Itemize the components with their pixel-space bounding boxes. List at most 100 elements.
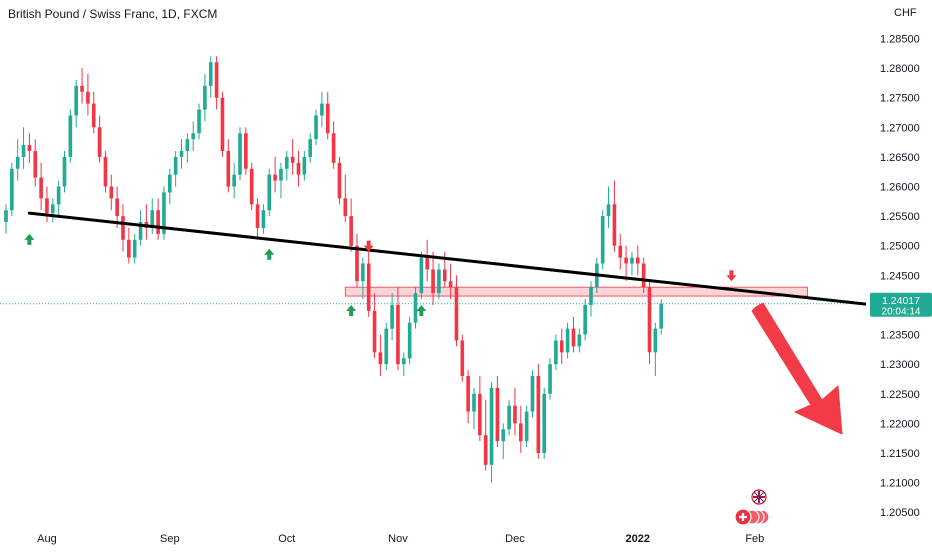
candle (56, 180, 61, 217)
arrow-up-shape (346, 304, 357, 316)
candle (507, 399, 511, 436)
candle-body (641, 263, 646, 288)
candle (214, 56, 219, 110)
candle-body (530, 376, 535, 412)
time-tick-label: 2022 (626, 533, 650, 545)
candle-body (109, 186, 114, 199)
candle (600, 210, 605, 270)
candle (466, 370, 470, 424)
candle-body (396, 304, 400, 365)
candle-body (296, 162, 301, 175)
candle-body (554, 340, 558, 365)
candle (320, 91, 324, 128)
candle (156, 198, 160, 240)
candle-body (261, 210, 266, 228)
candle (4, 204, 8, 234)
candle (460, 334, 465, 382)
candle (343, 174, 348, 223)
candle (220, 91, 225, 157)
candle (647, 281, 652, 365)
price-axis-panel (866, 0, 932, 550)
candle-body (220, 97, 225, 151)
arrow-up-shape (264, 248, 275, 260)
candle-body (606, 204, 611, 217)
price-tick-label: 1.21500 (880, 448, 920, 460)
uk-flag-saltire (753, 491, 765, 503)
zone-layer (344, 286, 808, 297)
arrow-up-shape (416, 304, 427, 316)
candle-body (343, 198, 348, 217)
candle (565, 322, 570, 359)
candle (21, 127, 26, 169)
candle-body (226, 150, 231, 187)
candle-body (583, 304, 587, 335)
candle (185, 133, 190, 163)
candle-body (91, 103, 96, 128)
candle (396, 287, 400, 371)
candle-body (653, 328, 658, 353)
candle (249, 162, 254, 211)
candle-body (4, 210, 8, 223)
candle-body (10, 168, 14, 211)
trend-layer[interactable] (27, 211, 903, 310)
candle (127, 227, 131, 264)
candle (103, 150, 108, 193)
trendline[interactable] (27, 211, 903, 310)
candle-body (483, 435, 488, 465)
candle-body (513, 405, 517, 424)
candle (361, 257, 365, 300)
candle (144, 204, 149, 240)
candle (618, 233, 623, 270)
candle (302, 150, 307, 181)
candle (518, 405, 523, 453)
candle-body (331, 133, 336, 163)
candle-layer (0, 56, 866, 483)
price-tick-label: 1.22000 (880, 418, 920, 430)
candle-body (501, 429, 506, 442)
candle-body (337, 162, 342, 199)
candle (314, 109, 318, 146)
time-tick-label: Nov (388, 533, 408, 545)
resistance-zone (344, 286, 808, 297)
arrow-up-icon (264, 248, 275, 260)
candle-body (460, 340, 465, 377)
candle (589, 281, 593, 317)
candle-body (437, 269, 441, 294)
candle-body (384, 328, 389, 365)
candle (454, 275, 459, 347)
candle (232, 162, 236, 199)
candle (366, 251, 371, 317)
price-tick-label: 1.25000 (880, 241, 920, 253)
marker-layer (24, 233, 843, 526)
candle-body (56, 186, 61, 205)
candle-body (21, 145, 26, 157)
candle-body (478, 393, 482, 436)
swiss-flag-icon (734, 508, 770, 526)
candle-body (366, 263, 371, 311)
candle (162, 186, 166, 240)
price-tick-label: 1.27000 (880, 122, 920, 134)
candle-body (571, 328, 576, 347)
time-tick-label: Oct (278, 533, 295, 545)
candle (407, 316, 412, 365)
candle-body (185, 139, 190, 151)
candle-body (191, 133, 196, 140)
candle (62, 150, 67, 193)
candle (138, 210, 143, 246)
candle (86, 74, 90, 116)
candle (612, 180, 617, 252)
candle-body (454, 287, 459, 341)
candle-body (27, 145, 32, 151)
candle-body (542, 393, 547, 453)
candle (495, 376, 500, 448)
candle (267, 168, 272, 217)
candle-body (249, 168, 254, 205)
candle-body (314, 115, 318, 140)
candle (68, 109, 73, 163)
candle (513, 387, 517, 436)
candle (284, 150, 289, 181)
candle (659, 299, 664, 335)
candle (80, 68, 84, 104)
